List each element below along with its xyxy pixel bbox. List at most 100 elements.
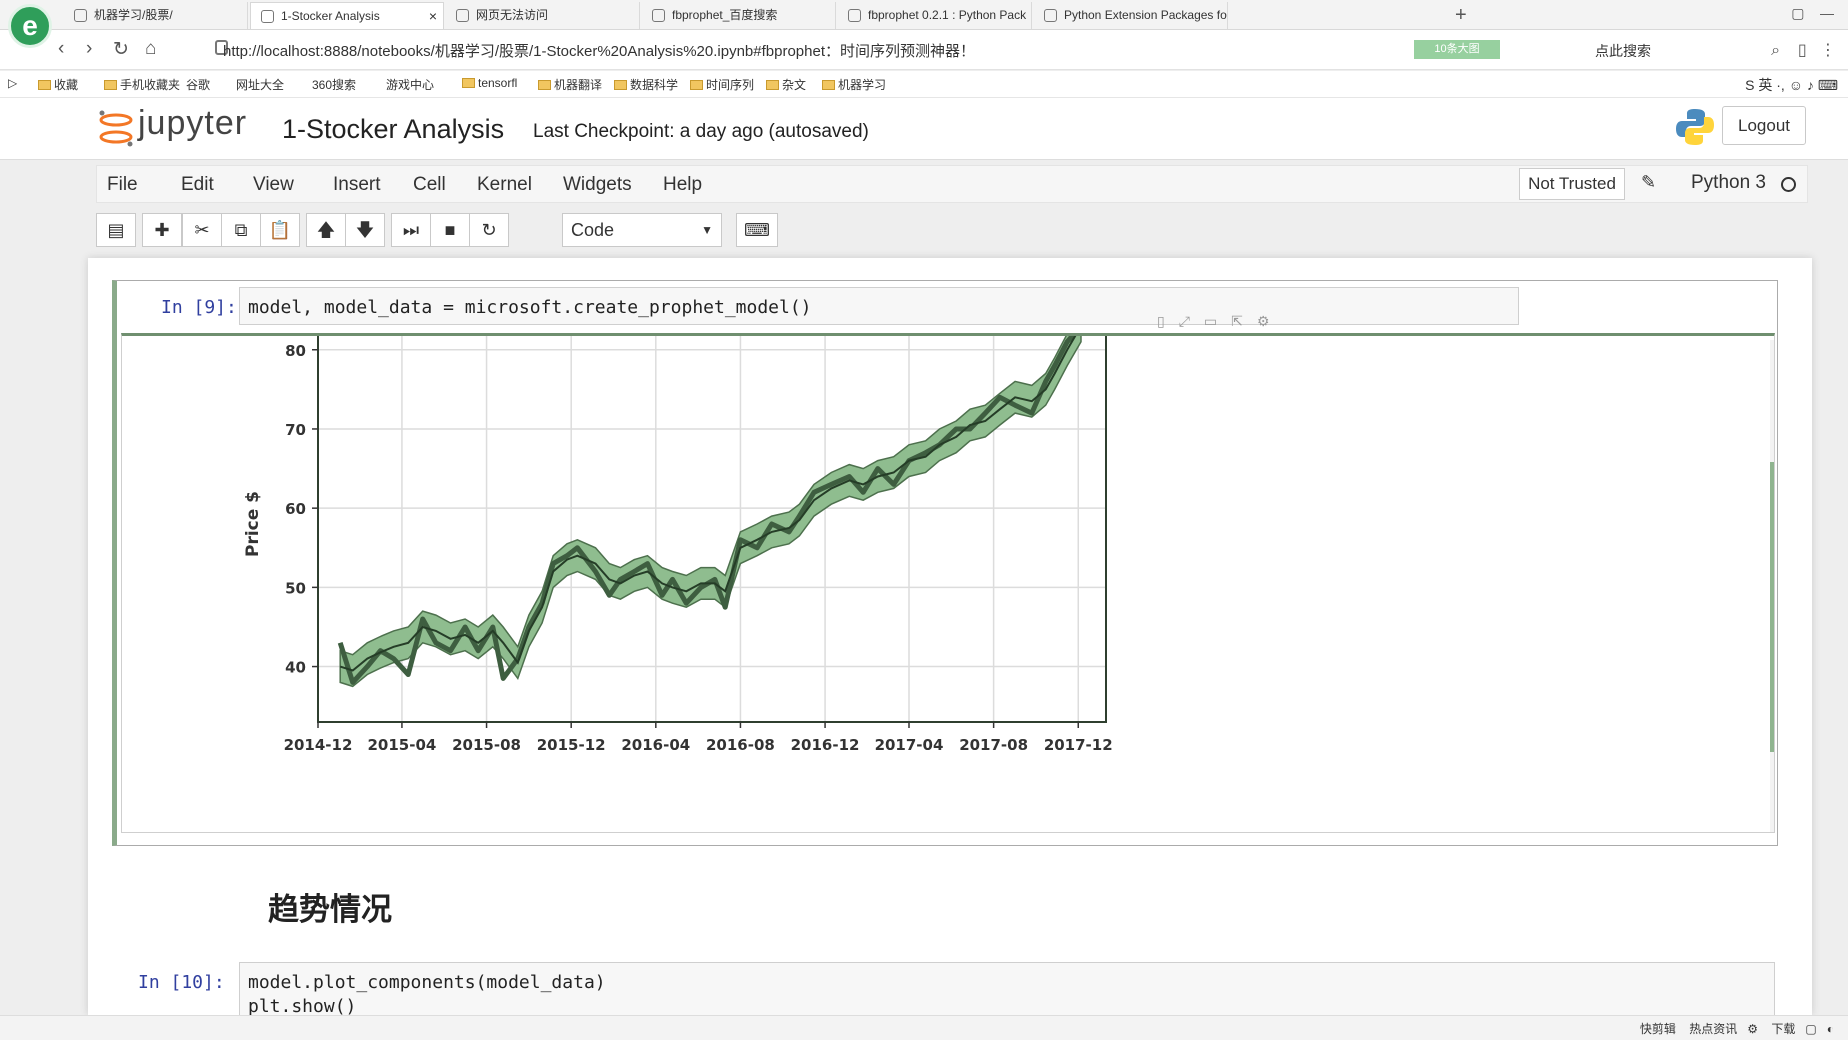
y-tick-label: 40 xyxy=(285,659,306,677)
reload-icon[interactable]: ↻ xyxy=(113,39,129,60)
bookmark-item[interactable]: 谷歌 xyxy=(186,78,211,92)
browser-tab[interactable]: Python Extension Packages fo xyxy=(1034,2,1228,29)
home-icon[interactable]: ⌂ xyxy=(145,38,157,59)
notebook-title[interactable]: 1-Stocker Analysis xyxy=(282,114,505,144)
bookmark-item[interactable]: 数据科学 xyxy=(614,76,678,93)
menu-edit[interactable]: Edit xyxy=(181,174,214,195)
browser-tab-active[interactable]: 1-Stocker Analysis × xyxy=(250,2,444,29)
insert-cell-icon[interactable]: ✚ xyxy=(142,213,182,247)
star-icon xyxy=(38,80,51,90)
menu-file[interactable]: File xyxy=(107,174,138,195)
logout-button[interactable]: Logout xyxy=(1722,106,1806,145)
new-tab-icon[interactable]: + xyxy=(1455,4,1467,26)
loading-icon xyxy=(74,9,87,22)
stop-icon[interactable]: ■ xyxy=(430,213,470,247)
y-tick-label: 80 xyxy=(285,342,306,360)
prophet-forecast-chart: 40 50 60 70 80 2014-12 2015-04 2015-08 2015-12 2… xyxy=(243,336,1113,754)
cut-icon[interactable]: ✂ xyxy=(182,213,222,247)
code-input[interactable]: model.plot_components(model_data) plt.sh… xyxy=(239,962,1775,1022)
menu-widgets[interactable]: Widgets xyxy=(563,174,632,195)
forward-icon[interactable]: › xyxy=(86,38,93,59)
run-icon[interactable]: ⏭ xyxy=(391,213,431,247)
address-bar: ‹ › ↻ ⌂ http://localhost:8888/notebooks/… xyxy=(0,30,1848,70)
loading-icon xyxy=(261,10,274,23)
browser-tab[interactable]: 机器学习/股票/ xyxy=(64,2,248,29)
y-tick-label: 60 xyxy=(285,500,306,518)
browser-tab[interactable]: fbprophet 0.2.1 : Python Pack xyxy=(838,2,1032,29)
edit-pencil-icon[interactable]: ✎ xyxy=(1641,172,1657,192)
status-items[interactable]: 快剪辑 热点资讯 ⚙ 下载 ▢ ◐ xyxy=(1639,1022,1834,1036)
close-tab-icon[interactable]: × xyxy=(428,8,437,24)
input-prompt: In [10]: xyxy=(138,972,225,993)
notebook-container: In [9]: model, model_data = microsoft.cr… xyxy=(88,258,1812,1022)
address-badge[interactable]: 10条大图 xyxy=(1414,40,1500,59)
bookmark-item[interactable]: 360搜索 xyxy=(312,78,357,92)
x-tick-label: 2016-08 xyxy=(706,736,775,754)
observed-price-line xyxy=(337,336,1076,685)
folder-icon xyxy=(766,80,779,90)
not-trusted-button[interactable]: Not Trusted xyxy=(1519,168,1625,200)
bookmark-item[interactable]: 网址大全 xyxy=(236,78,285,92)
output-area: 40 50 60 70 80 2014-12 2015-04 2015-08 2015-12 2… xyxy=(121,333,1775,833)
save-icon[interactable]: ▤ xyxy=(96,213,136,247)
ime-toolbar-icons[interactable]: S 英 ·, ☺ ♪ ⌨ xyxy=(1745,77,1838,93)
kernel-idle-indicator-icon xyxy=(1781,177,1796,192)
bookmark-item[interactable]: 时间序列 xyxy=(690,76,754,93)
menu-view[interactable]: View xyxy=(253,174,294,195)
x-tick-label: 2015-04 xyxy=(368,736,437,754)
python-icon xyxy=(848,9,861,22)
code-line: model, model_data = microsoft.create_pro… xyxy=(248,297,812,318)
paste-icon[interactable]: 📋 xyxy=(260,213,300,247)
keyboard-icon[interactable]: ⌨ xyxy=(736,213,778,247)
browser-tab[interactable]: fbprophet_百度搜索 xyxy=(642,2,836,29)
x-tick-label: 2015-12 xyxy=(537,736,606,754)
menu-cell[interactable]: Cell xyxy=(413,174,446,195)
x-tick-label: 2014-12 xyxy=(284,736,353,754)
bookmark-item[interactable]: 机器学习 xyxy=(822,76,886,93)
paw-icon xyxy=(652,9,665,22)
jupyter-logo-text[interactable]: jupyter xyxy=(138,104,248,142)
address-search-field[interactable]: 点此搜索 xyxy=(1595,43,1651,59)
copy-icon[interactable]: ⧉ xyxy=(221,213,261,247)
kernel-name: Python 3 xyxy=(1691,172,1766,193)
shield-icon xyxy=(215,40,228,55)
browser-status-bar: 快剪辑 热点资讯 ⚙ 下载 ▢ ◐ xyxy=(0,1015,1848,1040)
window-controls[interactable]: ▢ — xyxy=(1791,5,1834,21)
move-up-icon[interactable]: 🡅 xyxy=(306,213,346,247)
menu-bar: File Edit View Insert Cell Kernel Widget… xyxy=(96,165,1808,203)
cell-toolbar-icons[interactable]: ▯⤢▭⇱⚙ xyxy=(1157,313,1284,329)
input-prompt: In [9]: xyxy=(161,297,237,318)
folder-icon xyxy=(462,78,475,88)
x-tick-label: 2016-04 xyxy=(621,736,690,754)
sidebar-toggle-icon[interactable]: ▷ xyxy=(8,76,18,90)
jupyter-header: jupyter 1-Stocker Analysis Last Checkpoi… xyxy=(0,98,1848,160)
chevron-down-icon: ▼ xyxy=(701,223,713,237)
browser-menu-icons[interactable]: ⌕ ▯ ⋮ xyxy=(1771,42,1836,59)
y-tick-label: 50 xyxy=(285,579,306,597)
code-cell-selected[interactable]: In [9]: model, model_data = microsoft.cr… xyxy=(112,280,1778,846)
restart-icon[interactable]: ↻ xyxy=(469,213,509,247)
menu-help[interactable]: Help xyxy=(663,174,703,195)
back-icon[interactable]: ‹ xyxy=(58,38,65,59)
bookmark-item[interactable]: tensorfl xyxy=(462,76,517,90)
output-scrollbar-thumb[interactable] xyxy=(1770,462,1774,752)
url-field[interactable]: http://localhost:8888/notebooks/机器学习/股票/… xyxy=(223,43,975,60)
section-heading: 趋势情况 xyxy=(268,892,392,927)
code-input[interactable]: model, model_data = microsoft.create_pro… xyxy=(239,287,1519,325)
bookmark-item[interactable]: 手机收藏夹 xyxy=(104,76,180,93)
uncertainty-band xyxy=(339,336,1082,688)
bookmark-item[interactable]: 收藏 xyxy=(38,76,78,93)
folder-icon xyxy=(104,80,117,90)
browser-tab[interactable]: 网页无法访问 xyxy=(446,2,640,29)
menu-insert[interactable]: Insert xyxy=(333,174,381,195)
python-logo-icon xyxy=(1676,109,1714,145)
code-cell[interactable]: In [10]: model.plot_components(model_dat… xyxy=(112,942,1778,1022)
bookmark-item[interactable]: 机器翻译 xyxy=(538,76,602,93)
jupyter-logo-icon[interactable] xyxy=(96,108,136,148)
cell-type-select[interactable]: Code ▼ xyxy=(562,213,722,247)
bookmark-item[interactable]: 杂文 xyxy=(766,76,806,93)
y-axis-label: Price $ xyxy=(243,491,263,557)
bookmark-item[interactable]: 游戏中心 xyxy=(386,78,435,92)
move-down-icon[interactable]: 🡇 xyxy=(345,213,385,247)
menu-kernel[interactable]: Kernel xyxy=(477,174,532,195)
